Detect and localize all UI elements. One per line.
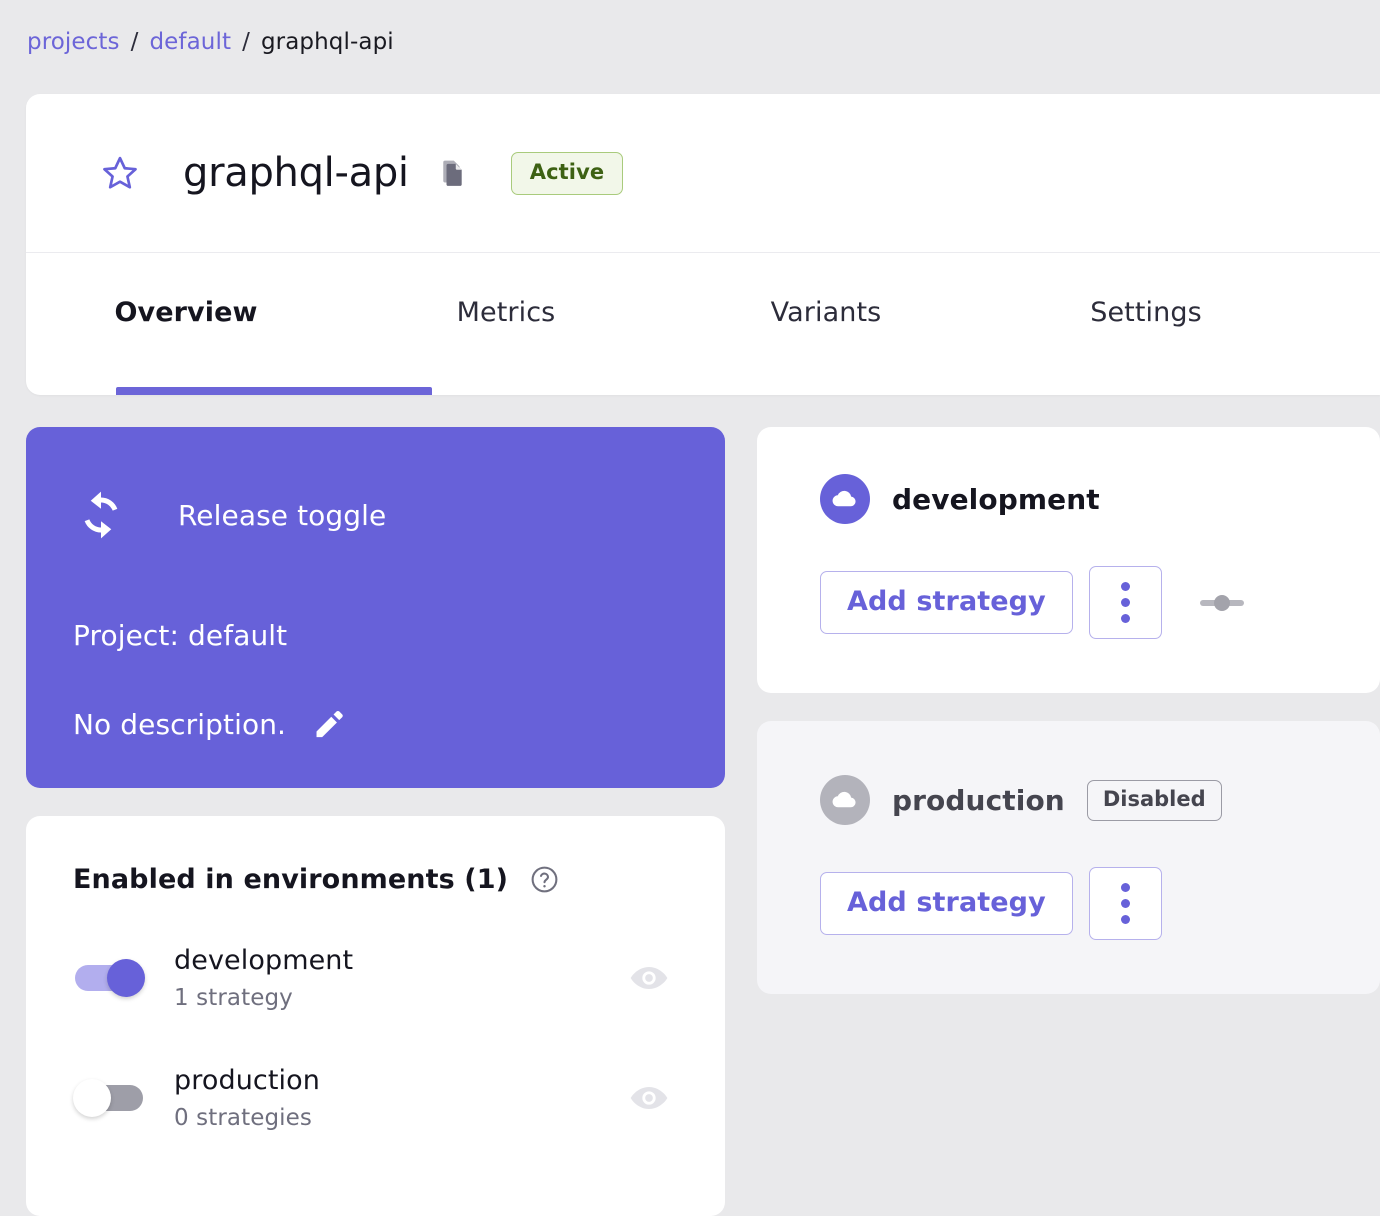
release-description-label: No description. [73, 707, 287, 741]
add-strategy-button[interactable]: Add strategy [820, 872, 1073, 935]
breadcrumb-separator: / [130, 29, 139, 55]
enabled-in-environments-card: Enabled in environments (1) development [26, 816, 725, 1216]
environment-switch-production[interactable] [73, 1074, 149, 1122]
environment-row-text: production 0 strategies [174, 1064, 629, 1132]
sync-icon [73, 487, 129, 543]
enabled-in-environments-header: Enabled in environments (1) [73, 864, 685, 895]
release-toggle-type-row: Release toggle [73, 485, 677, 545]
environment-strategy-card-header: development [820, 474, 1380, 524]
cloud-icon [820, 775, 870, 825]
environment-strategy-card-actions: Add strategy [820, 566, 1380, 639]
switch-thumb [73, 1079, 111, 1117]
pencil-icon[interactable] [312, 707, 346, 741]
more-vertical-icon[interactable] [1088, 867, 1162, 940]
eye-icon[interactable] [629, 1078, 669, 1118]
tab-variants[interactable]: Variants [770, 297, 882, 328]
breadcrumb-separator: / [242, 29, 250, 55]
release-description-row: No description. [73, 707, 677, 741]
release-toggle-card: Release toggle Project: default No descr… [26, 427, 725, 788]
status-badge: Active [510, 151, 624, 195]
enabled-in-environments-title: Enabled in environments (1) [73, 864, 509, 895]
help-circle-icon[interactable] [529, 864, 560, 895]
environment-toggle-row-development: development 1 strategy [73, 941, 685, 1015]
dots-glyph [1120, 582, 1130, 623]
tab-settings[interactable]: Settings [1090, 297, 1202, 328]
star-outline-icon[interactable] [101, 154, 139, 192]
environment-strategy-card-header: production Disabled [820, 775, 1380, 825]
environment-strategy-count: 0 strategies [174, 1105, 312, 1131]
environment-strategy-card-actions: Add strategy [820, 867, 1380, 940]
release-toggle-type-label: Release toggle [178, 498, 387, 532]
breadcrumb-item-current: graphql-api [260, 29, 394, 55]
environment-strategy-card-name: development [892, 482, 1100, 516]
cloud-icon [820, 474, 870, 524]
tab-metrics[interactable]: Metrics [456, 297, 556, 328]
feature-tabs: Overview Metrics Variants Settings [26, 253, 1380, 395]
page-title: graphql-api [183, 150, 409, 196]
tab-overview[interactable]: Overview [114, 297, 258, 328]
breadcrumb-item-projects[interactable]: projects [27, 29, 120, 55]
disabled-badge: Disabled [1086, 779, 1222, 821]
copy-icon[interactable] [439, 159, 465, 187]
environment-strategy-count: 1 strategy [174, 985, 293, 1011]
more-vertical-icon[interactable] [1088, 566, 1162, 639]
eye-icon[interactable] [629, 958, 669, 998]
feature-header-card: graphql-api Active Overview Metrics Vari… [26, 94, 1380, 395]
tab-active-indicator [116, 387, 432, 395]
dots-glyph [1120, 883, 1130, 924]
feature-header-row: graphql-api Active [26, 94, 1380, 253]
add-strategy-button[interactable]: Add strategy [820, 571, 1073, 634]
environment-switch-development[interactable] [73, 954, 149, 1002]
environment-name: development [174, 945, 354, 976]
environment-name: production [174, 1065, 320, 1096]
environment-strategy-card-name: production [892, 783, 1065, 817]
overview-left-column: Release toggle Project: default No descr… [26, 427, 725, 1216]
breadcrumb-item-default[interactable]: default [149, 29, 232, 55]
breadcrumb: projects / default / graphql-api [0, 0, 1380, 57]
release-project-label: Project: default [73, 619, 288, 652]
environment-strategy-card-development: development Add strategy [757, 427, 1380, 693]
switch-thumb [107, 959, 145, 997]
environment-toggle-row-production: production 0 strategies [73, 1061, 685, 1135]
connector-icon [1198, 591, 1246, 615]
environment-row-text: development 1 strategy [174, 944, 629, 1012]
environment-strategy-card-production: production Disabled Add strategy [757, 721, 1380, 994]
overview-right-column: development Add strategy [757, 427, 1380, 994]
